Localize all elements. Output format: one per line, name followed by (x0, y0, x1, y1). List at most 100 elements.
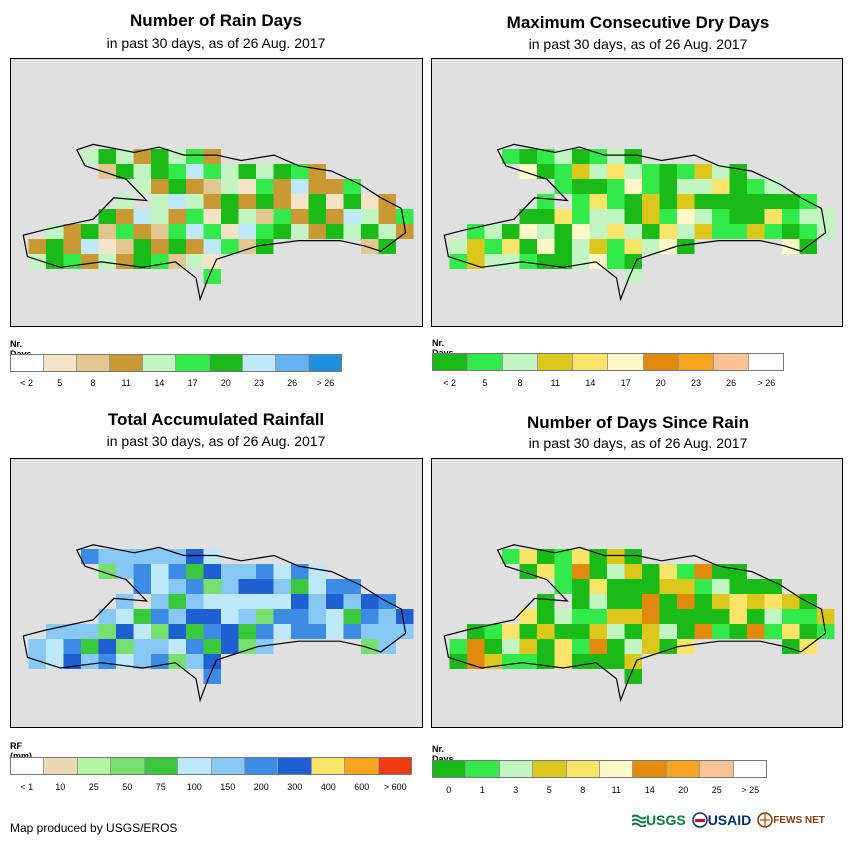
grid-cell (502, 254, 520, 269)
grid-cell (799, 624, 817, 639)
grid-cell (168, 239, 186, 254)
grid-cell (256, 579, 274, 594)
grid-cell (642, 194, 660, 209)
map-since-rain[interactable] (431, 458, 843, 728)
grid-cell (256, 624, 274, 639)
grid-cell (308, 579, 326, 594)
grid-cell (273, 609, 291, 624)
grid-cell (221, 179, 239, 194)
grid-cell (817, 609, 835, 624)
legend-title: RF (mm) (10, 741, 32, 761)
map-dry-days[interactable] (431, 58, 843, 327)
grid-cell (326, 609, 344, 624)
grid-cell (537, 564, 555, 579)
grid-cell (589, 194, 607, 209)
map-rain-days[interactable] (10, 58, 423, 327)
grid-cell (729, 164, 747, 179)
grid-cell (764, 194, 782, 209)
grid-cell (291, 564, 309, 579)
grid-cell (607, 209, 625, 224)
legend-label: 20 (220, 378, 231, 388)
grid-cell (642, 609, 660, 624)
grid-cell (782, 224, 800, 239)
grid-cell (467, 254, 485, 269)
grid-cell (572, 594, 590, 609)
grid-cell (343, 209, 361, 224)
grid-cell (168, 149, 186, 164)
grid-cell (221, 194, 239, 209)
grid-cell (238, 609, 256, 624)
legend-label: 300 (287, 782, 303, 792)
grid-cell (308, 564, 326, 579)
legend-swatch (44, 758, 78, 774)
grid-cell (799, 209, 817, 224)
grid-cell (694, 164, 712, 179)
grid-cell (607, 254, 625, 269)
grid-cell (133, 149, 151, 164)
grid-cell (221, 609, 239, 624)
grid-cell (799, 594, 817, 609)
grid-cell (782, 209, 800, 224)
grid-cell (46, 224, 64, 239)
grid-cell (361, 609, 379, 624)
grid-cell (642, 239, 660, 254)
grid-cell (519, 239, 537, 254)
legend-swatch (378, 758, 412, 774)
grid-cell (642, 579, 660, 594)
grid-cell (484, 654, 502, 669)
grid-cell (624, 224, 642, 239)
grid-cell (186, 654, 204, 669)
grid-cell (589, 654, 607, 669)
grid-cell (519, 254, 537, 269)
grid-cell (782, 194, 800, 209)
grid-cell (168, 594, 186, 609)
grid-cell (221, 164, 239, 179)
grid-cell (729, 224, 747, 239)
legend-swatch (242, 355, 276, 371)
grid-cell (782, 624, 800, 639)
grid-cell (221, 209, 239, 224)
map-canvas (22, 143, 414, 302)
grid-cell (624, 549, 642, 564)
grid-cell (256, 224, 274, 239)
grid-cell (624, 609, 642, 624)
grid-cell (607, 564, 625, 579)
grid-cell (133, 549, 151, 564)
legend-label: 14 (154, 378, 165, 388)
panel-title: Number of Days Since Rain (526, 413, 749, 432)
grid-cell (151, 654, 169, 669)
legend-label: 20 (655, 378, 666, 388)
legend-swatch (503, 354, 539, 370)
legend-swatch (77, 758, 112, 774)
legend-swatch (11, 355, 45, 371)
grid-cell (326, 624, 344, 639)
grid-cell (642, 179, 660, 194)
grid-cell (203, 579, 221, 594)
grid-cell (116, 549, 134, 564)
grid-cell (291, 164, 309, 179)
grid-cell (502, 654, 520, 669)
legend-label: < 2 (443, 378, 456, 388)
legend-swatch (111, 758, 145, 774)
legend-swatch (466, 761, 500, 777)
grid-cell (308, 224, 326, 239)
grid-cell (589, 564, 607, 579)
fews-net-logo: FEWS NET (757, 812, 825, 828)
grid-cell (624, 239, 642, 254)
grid-cell (554, 639, 572, 654)
grid-cell (273, 224, 291, 239)
grid-cell (151, 549, 169, 564)
grid-cell (98, 609, 116, 624)
grid-cell (519, 624, 537, 639)
grid-cell (712, 209, 730, 224)
legend-label: 26 (726, 378, 737, 388)
grid-cell (291, 609, 309, 624)
map-rainfall[interactable] (10, 458, 423, 728)
grid-cell (238, 594, 256, 609)
grid-cell (607, 239, 625, 254)
grid-cell (203, 654, 221, 669)
legend-label: 11 (550, 378, 560, 388)
map-credit: Map produced by USGS/EROS (10, 821, 178, 835)
grid-cell (378, 209, 396, 224)
grid-cell (572, 609, 590, 624)
